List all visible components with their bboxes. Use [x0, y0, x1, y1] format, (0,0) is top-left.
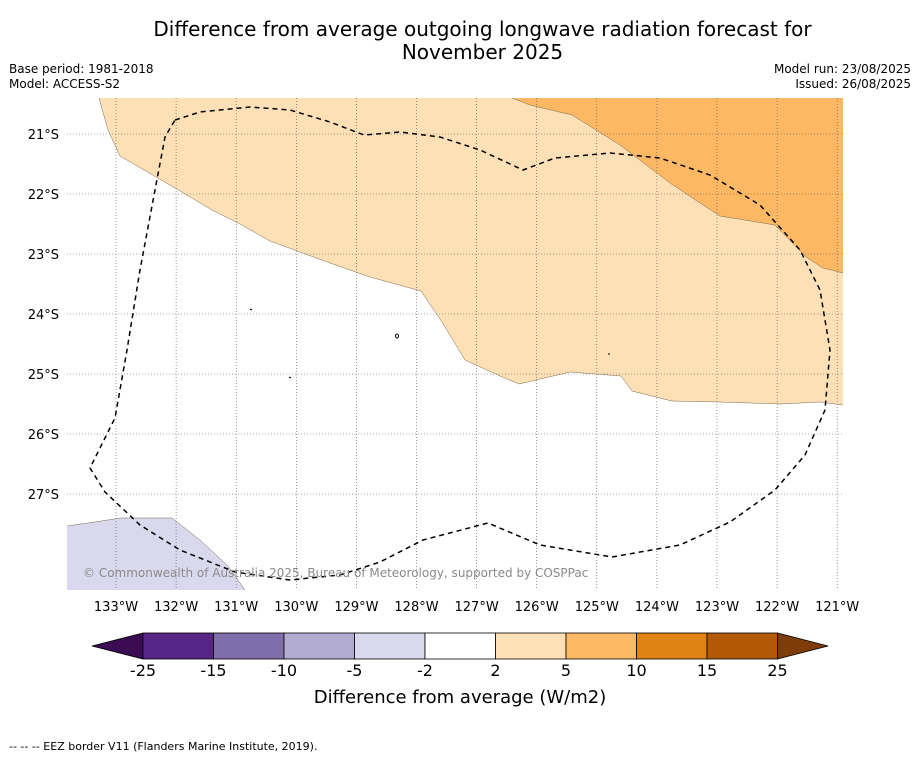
colorbar-tick-label: -10 — [271, 661, 297, 680]
colorbar-tick-label: 2 — [490, 661, 500, 680]
colorbar-tick-label: 25 — [767, 661, 787, 680]
model-name: Model: ACCESS-S2 — [9, 77, 121, 91]
longitude-tick-label: 133°W — [94, 600, 138, 615]
colorbar-tick-label: 5 — [561, 661, 571, 680]
longitude-tick-label: 127°W — [455, 600, 499, 615]
colorbar-tick-label: -2 — [417, 661, 433, 680]
longitude-tick-label: 123°W — [695, 600, 739, 615]
base-period: Base period: 1981-2018 — [9, 62, 154, 76]
island-markers — [249, 308, 610, 379]
longitude-tick-label: 128°W — [394, 600, 438, 615]
colorbar-tick-label: -5 — [347, 661, 363, 680]
title-line-2: November 2025 — [401, 40, 564, 64]
latitude-tick-label: 27°S — [28, 488, 59, 503]
colorbar: -25 -15 -10 -5 -2 2 5 10 15 25 Difference from av… — [91, 632, 829, 708]
colorbar-tick-label: 10 — [626, 661, 646, 680]
colorbar-segment — [213, 632, 285, 660]
longitude-tick-label: 121°W — [815, 600, 859, 615]
latitude-labels: 21°S 22°S 23°S 24°S 25°S 26°S 27°S — [28, 128, 59, 503]
island-mark — [395, 333, 399, 339]
colorbar-tick-label: -15 — [200, 661, 226, 680]
latitude-tick-label: 25°S — [28, 368, 59, 383]
chart-title: Difference from average outgoing longwav… — [0, 18, 919, 64]
colorbar-segment — [354, 632, 426, 660]
longitude-tick-label: 126°W — [515, 600, 559, 615]
longitude-tick-label: 130°W — [274, 600, 318, 615]
latitude-tick-label: 26°S — [28, 428, 59, 443]
latitude-tick-label: 23°S — [28, 248, 59, 263]
meta-right: Model run: 23/08/2025 Issued: 26/08/2025 — [774, 62, 911, 92]
colorbar-extend-high — [777, 632, 829, 660]
longitude-tick-label: 122°W — [755, 600, 799, 615]
longitude-tick-label: 124°W — [635, 600, 679, 615]
copyright-credit: © Commonwealth of Australia 2025, Bureau… — [83, 566, 588, 580]
eez-border — [89, 106, 831, 581]
colorbar-segment — [565, 632, 637, 660]
anomaly-region-mid-orange — [512, 98, 843, 273]
meta-left: Base period: 1981-2018 Model: ACCESS-S2 — [9, 62, 154, 92]
anomaly-region-light-purple — [67, 518, 245, 590]
island-mark — [288, 376, 292, 379]
colorbar-segment — [424, 632, 496, 660]
colorbar-tick-label: 15 — [697, 661, 717, 680]
map-area: © Commonwealth of Australia 2025, Bureau… — [67, 98, 843, 590]
anomaly-region-light-orange — [99, 98, 843, 405]
longitude-tick-label: 132°W — [154, 600, 198, 615]
contour-outlines — [67, 98, 843, 590]
colorbar-extend-low — [91, 632, 144, 660]
map-figure: © Commonwealth of Australia 2025, Bureau… — [28, 98, 860, 708]
latitude-tick-label: 24°S — [28, 308, 59, 323]
colorbar-labels: -25 -15 -10 -5 -2 2 5 10 15 25 — [130, 661, 788, 680]
model-run: Model run: 23/08/2025 — [773, 62, 911, 76]
longitude-labels: 133°W 132°W 131°W 130°W 129°W 128°W 127°W 126°W… — [94, 600, 860, 615]
longitude-tick-label: 131°W — [214, 600, 258, 615]
colorbar-segment — [636, 632, 708, 660]
colorbar-segment — [706, 632, 778, 660]
longitude-tick-label: 129°W — [334, 600, 378, 615]
colorbar-segment — [283, 632, 355, 660]
island-mark — [249, 308, 253, 311]
colorbar-segment — [495, 632, 567, 660]
colorbar-segment — [142, 632, 214, 660]
latitude-tick-label: 21°S — [28, 128, 59, 143]
colorbar-title: Difference from average (W/m2) — [314, 687, 606, 708]
title-line-1: Difference from average outgoing longwav… — [153, 17, 812, 41]
longitude-tick-label: 125°W — [575, 600, 619, 615]
issued-date: Issued: 26/08/2025 — [795, 77, 911, 91]
colorbar-segments — [91, 632, 829, 660]
colorbar-tick-label: -25 — [130, 661, 156, 680]
latitude-tick-label: 22°S — [28, 188, 59, 203]
eez-footnote: -- -- -- EEZ border V11 (Flanders Marine… — [9, 740, 318, 753]
